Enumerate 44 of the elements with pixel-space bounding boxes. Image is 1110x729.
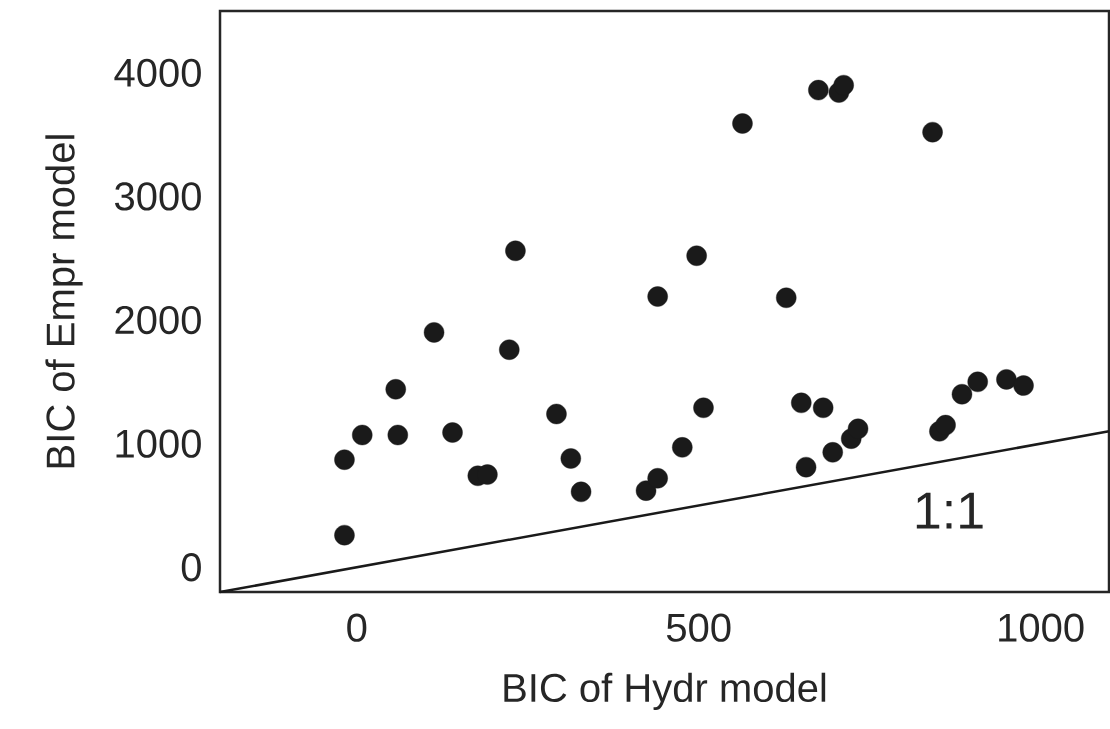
y-tick-label: 3000: [115, 182, 201, 211]
point: [822, 442, 843, 463]
x-axis-title: BIC of Hydr model: [504, 672, 826, 710]
point: [672, 437, 693, 458]
point: [423, 322, 445, 343]
point: [647, 286, 668, 307]
point: [935, 414, 956, 436]
point: [442, 422, 463, 443]
point: [560, 448, 582, 469]
point: [1013, 375, 1034, 396]
point: [334, 449, 355, 470]
point: [686, 245, 707, 266]
y-axis-title: BIC of Empr model: [45, 135, 83, 468]
point: [546, 403, 567, 425]
x-tick-label: 0: [347, 613, 367, 642]
y-tick-label: 4000: [114, 58, 201, 87]
point: [791, 392, 812, 414]
y-tick-label: 0: [181, 553, 201, 582]
y-tick-label: 1000: [116, 429, 201, 458]
point: [387, 424, 409, 446]
point: [967, 371, 988, 393]
point: [499, 339, 520, 360]
point: [647, 468, 668, 489]
x-tick-label: 1000: [999, 613, 1084, 642]
point: [808, 79, 829, 101]
point: [776, 287, 797, 308]
point: [951, 384, 973, 405]
y-tick-label: 2000: [115, 305, 201, 335]
point: [833, 74, 854, 96]
point: [385, 379, 406, 400]
annotation: 1:1: [916, 492, 983, 529]
point: [334, 524, 355, 546]
point: [812, 397, 834, 419]
point: [732, 113, 753, 134]
point: [570, 481, 592, 503]
point: [847, 418, 869, 440]
x-tick-label: 500: [666, 613, 731, 642]
point: [922, 121, 943, 143]
point: [505, 240, 526, 262]
point: [693, 397, 714, 419]
point: [996, 369, 1017, 390]
point: [635, 480, 657, 501]
point: [795, 456, 817, 478]
point: [352, 424, 373, 446]
